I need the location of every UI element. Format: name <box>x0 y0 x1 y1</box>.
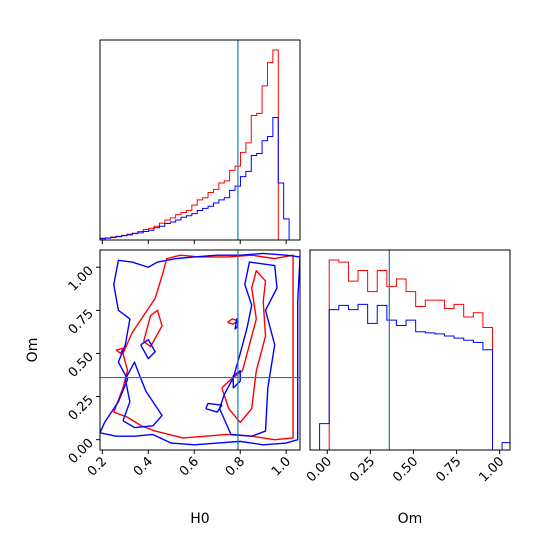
h0-x-tick-label: 0.2 <box>85 454 110 479</box>
om-marginal-frame <box>309 249 511 451</box>
joint-frame <box>99 249 301 451</box>
om-x-tick-label: 0.50 <box>390 454 421 485</box>
h0-x-tick-label: 1.0 <box>269 454 294 479</box>
om-hist-step-series-1 <box>310 259 510 450</box>
h0-hist-step-series-1 <box>100 49 300 240</box>
om-x-tick-label: 0.25 <box>347 454 378 485</box>
om-x-tick-label: 1.00 <box>476 454 507 485</box>
joint-panel: 0.2 0.4 0.6 0.8 1.0 0.000.250.500.751.00 H0 … <box>25 249 301 527</box>
om-y-tick-label: 1.00 <box>66 263 97 294</box>
h0-x-tick-label: 0.4 <box>131 454 156 479</box>
om-y-tick-label: 0.25 <box>66 393 97 424</box>
om-marginal-axis-label: Om <box>398 511 423 527</box>
om-x-tick-label: 0.75 <box>433 454 464 485</box>
om-axis-label: Om <box>25 338 41 363</box>
contour-series-2-9 <box>140 338 156 360</box>
h0-x-tick-label: 0.6 <box>177 454 202 479</box>
om-hist-step-series-2 <box>310 303 510 450</box>
contour-series-1-4 <box>115 347 124 355</box>
h0-x-tick-label: 0.8 <box>223 454 248 479</box>
om-x-tick-label: 0.00 <box>304 454 335 485</box>
h0-axis-label: H0 <box>190 511 209 527</box>
contour-series-2-7 <box>122 361 163 429</box>
om-y-tick-label: 0.50 <box>66 350 97 381</box>
contour-series-1-2 <box>143 309 163 348</box>
contour-series-2-6 <box>100 252 300 446</box>
om-y-tick-label: 0.75 <box>66 307 97 338</box>
h0-hist-step-series-2 <box>100 117 300 240</box>
om-marginal-panel: 0.00 0.25 0.50 0.75 1.00 Om <box>304 249 511 527</box>
contour-series-1-3 <box>221 269 267 424</box>
h0-marginal-panel <box>99 39 301 244</box>
contour-series-2-12 <box>205 402 223 413</box>
h0-marginal-frame <box>99 39 301 241</box>
